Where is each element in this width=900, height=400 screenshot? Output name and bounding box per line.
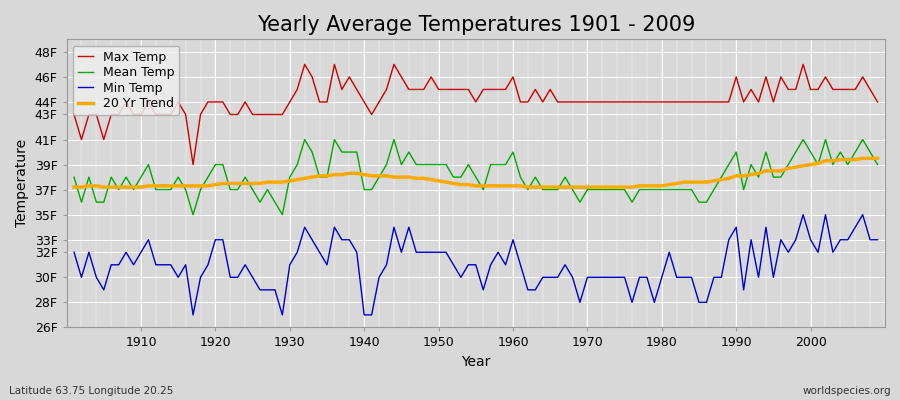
Min Temp bbox=[344, 237, 355, 242]
Min Temp bbox=[872, 237, 883, 242]
Max Temp bbox=[307, 74, 318, 79]
20 Yr Trend bbox=[597, 185, 608, 190]
Min Temp bbox=[515, 262, 526, 267]
Max Temp bbox=[300, 62, 310, 67]
Y-axis label: Temperature: Temperature bbox=[15, 139, 29, 228]
Min Temp bbox=[68, 250, 79, 255]
Mean Temp bbox=[300, 137, 310, 142]
Max Temp bbox=[128, 112, 139, 117]
Mean Temp bbox=[68, 175, 79, 180]
Min Temp bbox=[188, 312, 199, 317]
Legend: Max Temp, Mean Temp, Min Temp, 20 Yr Trend: Max Temp, Mean Temp, Min Temp, 20 Yr Tre… bbox=[73, 46, 179, 115]
Max Temp bbox=[523, 100, 534, 104]
Max Temp bbox=[872, 100, 883, 104]
Min Temp bbox=[508, 237, 518, 242]
20 Yr Trend bbox=[872, 156, 883, 161]
Mean Temp bbox=[307, 150, 318, 154]
Max Temp bbox=[188, 162, 199, 167]
Mean Temp bbox=[128, 187, 139, 192]
Mean Temp bbox=[523, 187, 534, 192]
20 Yr Trend bbox=[292, 177, 302, 182]
Mean Temp bbox=[515, 175, 526, 180]
Mean Temp bbox=[188, 212, 199, 217]
Line: Min Temp: Min Temp bbox=[74, 215, 878, 315]
Title: Yearly Average Temperatures 1901 - 2009: Yearly Average Temperatures 1901 - 2009 bbox=[256, 15, 695, 35]
20 Yr Trend bbox=[858, 156, 868, 161]
20 Yr Trend bbox=[500, 184, 511, 188]
Mean Temp bbox=[872, 162, 883, 167]
Mean Temp bbox=[612, 187, 623, 192]
20 Yr Trend bbox=[128, 185, 139, 190]
Min Temp bbox=[797, 212, 808, 217]
Max Temp bbox=[612, 100, 623, 104]
Min Temp bbox=[300, 225, 310, 230]
Max Temp bbox=[68, 112, 79, 117]
Line: Mean Temp: Mean Temp bbox=[74, 140, 878, 215]
20 Yr Trend bbox=[508, 184, 518, 188]
Max Temp bbox=[351, 87, 362, 92]
Line: Max Temp: Max Temp bbox=[74, 64, 878, 164]
Max Temp bbox=[515, 100, 526, 104]
X-axis label: Year: Year bbox=[461, 355, 491, 369]
20 Yr Trend bbox=[68, 185, 79, 190]
Mean Temp bbox=[351, 150, 362, 154]
Min Temp bbox=[128, 262, 139, 267]
Min Temp bbox=[604, 275, 615, 280]
Text: worldspecies.org: worldspecies.org bbox=[803, 386, 891, 396]
Line: 20 Yr Trend: 20 Yr Trend bbox=[74, 158, 878, 187]
20 Yr Trend bbox=[337, 172, 347, 177]
Text: Latitude 63.75 Longitude 20.25: Latitude 63.75 Longitude 20.25 bbox=[9, 386, 174, 396]
